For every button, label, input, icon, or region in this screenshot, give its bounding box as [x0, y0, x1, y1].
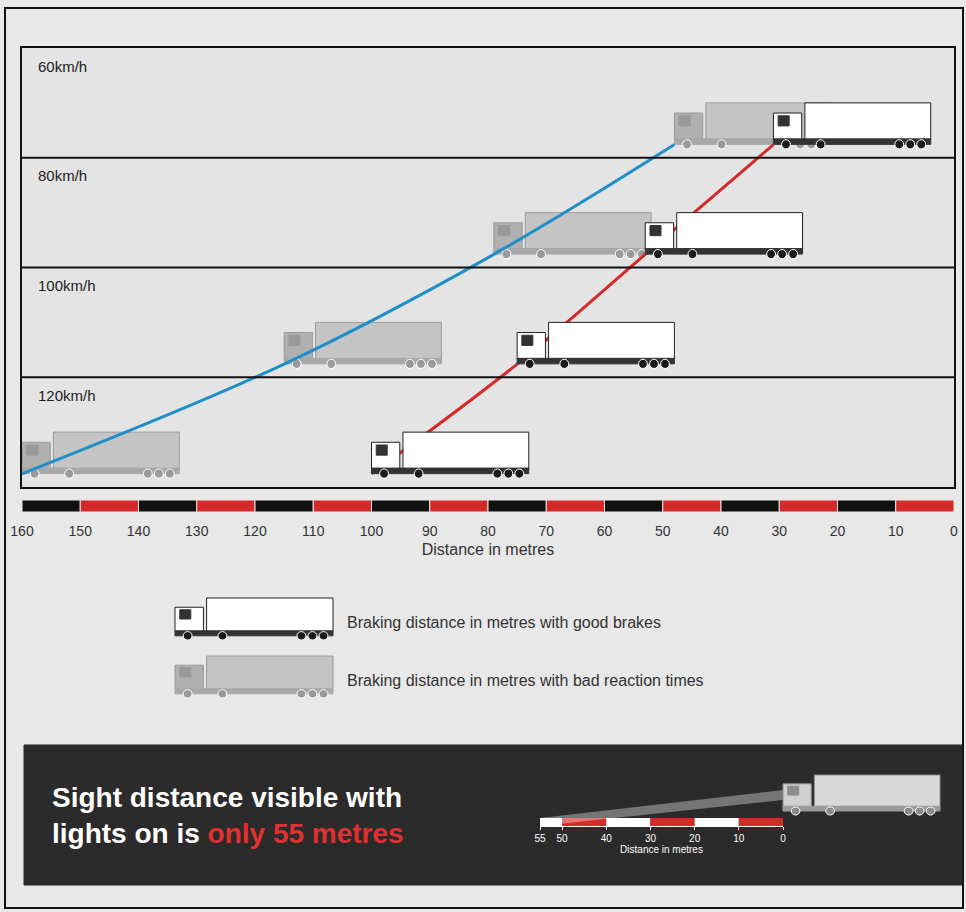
svg-text:40: 40 [601, 833, 613, 844]
svg-text:20: 20 [689, 833, 701, 844]
svg-text:140: 140 [127, 523, 151, 539]
svg-text:100: 100 [360, 523, 384, 539]
svg-text:100km/h: 100km/h [38, 277, 96, 294]
svg-text:55: 55 [534, 833, 546, 844]
svg-text:0: 0 [780, 833, 786, 844]
svg-text:Sight distance visible withlig: Sight distance visible withlights on is … [52, 782, 404, 849]
svg-text:50: 50 [557, 833, 569, 844]
svg-text:Braking distance in metres wit: Braking distance in metres with good bra… [347, 614, 661, 631]
svg-text:0: 0 [950, 523, 958, 539]
svg-text:60km/h: 60km/h [38, 58, 87, 75]
svg-text:Distance in metres: Distance in metres [422, 541, 555, 558]
svg-text:40: 40 [713, 523, 729, 539]
svg-text:10: 10 [733, 833, 745, 844]
svg-text:90: 90 [422, 523, 438, 539]
svg-text:60: 60 [597, 523, 613, 539]
svg-text:20: 20 [830, 523, 846, 539]
svg-text:Distance in metres: Distance in metres [620, 844, 703, 855]
svg-text:160: 160 [10, 523, 34, 539]
svg-text:150: 150 [69, 523, 93, 539]
svg-text:30: 30 [645, 833, 657, 844]
svg-text:130: 130 [185, 523, 209, 539]
svg-text:Braking distance in metres wit: Braking distance in metres with bad reac… [347, 672, 704, 689]
svg-text:50: 50 [655, 523, 671, 539]
svg-text:80: 80 [480, 523, 496, 539]
svg-text:30: 30 [771, 523, 787, 539]
svg-text:120: 120 [243, 523, 267, 539]
svg-text:70: 70 [538, 523, 554, 539]
svg-text:10: 10 [888, 523, 904, 539]
svg-text:110: 110 [302, 523, 325, 539]
svg-text:120km/h: 120km/h [38, 387, 96, 404]
svg-text:80km/h: 80km/h [38, 167, 87, 184]
